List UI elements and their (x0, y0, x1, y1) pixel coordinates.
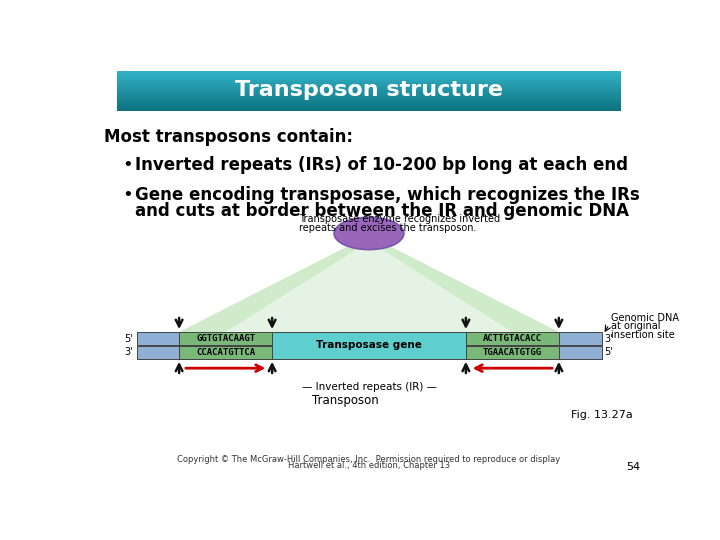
Bar (117, 82, 621, 83)
Bar (117, 100, 621, 101)
Bar (117, 73, 621, 75)
Bar (117, 103, 621, 104)
Bar (117, 72, 621, 73)
Bar (117, 85, 621, 86)
Bar (117, 84, 621, 85)
Text: 3': 3' (605, 334, 613, 343)
Text: •: • (122, 156, 133, 174)
Bar (117, 87, 621, 89)
Text: at original: at original (611, 321, 660, 331)
Text: Copyright © The McGraw-Hill Companies, Inc.  Permission required to reproduce or: Copyright © The McGraw-Hill Companies, I… (177, 455, 561, 464)
Polygon shape (179, 247, 559, 332)
Bar (117, 91, 621, 92)
Bar (466, 332, 559, 345)
Bar (117, 85, 621, 86)
Bar (117, 92, 621, 93)
Text: 3': 3' (125, 347, 133, 357)
Text: Transposon structure: Transposon structure (235, 80, 503, 100)
Text: — Inverted repeats (IR) —: — Inverted repeats (IR) — (302, 382, 436, 392)
Text: Gene encoding transposase, which recognizes the IRs: Gene encoding transposase, which recogni… (135, 186, 639, 205)
Bar (117, 76, 621, 77)
Bar (117, 104, 621, 105)
Text: Transposase enzyme recognizes inverted: Transposase enzyme recognizes inverted (300, 214, 500, 224)
Bar (117, 80, 621, 82)
Text: •: • (122, 186, 133, 205)
Bar (117, 80, 621, 81)
Text: Genomic DNA: Genomic DNA (611, 313, 679, 323)
Polygon shape (225, 247, 513, 332)
Text: Transposon: Transposon (312, 394, 379, 407)
Text: CCACATGTTCA: CCACATGTTCA (196, 348, 255, 357)
Bar (117, 108, 621, 109)
Bar (117, 102, 621, 103)
Bar (117, 110, 621, 111)
Text: TGAACATGTGG: TGAACATGTGG (483, 348, 542, 357)
Bar (117, 83, 621, 84)
Bar (179, 332, 272, 345)
Text: insertion site: insertion site (611, 330, 675, 340)
Bar (117, 92, 621, 93)
Bar (117, 86, 621, 87)
Bar (117, 90, 621, 91)
Bar (117, 99, 621, 100)
Bar (117, 88, 621, 89)
Bar (117, 105, 621, 106)
Bar (117, 81, 621, 82)
Text: Inverted repeats (IRs) of 10-200 bp long at each end: Inverted repeats (IRs) of 10-200 bp long… (135, 156, 628, 174)
Text: 54: 54 (626, 462, 640, 472)
Text: GGTGTACAAGT: GGTGTACAAGT (196, 334, 255, 343)
Bar (117, 77, 621, 78)
Bar (117, 109, 621, 110)
Bar (117, 98, 621, 99)
Bar (117, 103, 621, 104)
Bar (117, 97, 621, 98)
Bar (117, 71, 621, 72)
Ellipse shape (334, 217, 404, 249)
Bar (117, 91, 621, 92)
Bar (117, 94, 621, 95)
Bar (117, 75, 621, 76)
Bar (137, 332, 601, 345)
Bar (117, 71, 621, 72)
Bar (117, 107, 621, 109)
Bar (117, 93, 621, 94)
Bar (117, 72, 621, 73)
Bar (179, 346, 272, 359)
Bar (117, 106, 621, 107)
Text: 5': 5' (125, 334, 133, 343)
Bar (117, 86, 621, 87)
Bar (117, 89, 621, 90)
Text: Hartwell et al., 4th edition, Chapter 13: Hartwell et al., 4th edition, Chapter 13 (288, 461, 450, 470)
Bar (117, 100, 621, 102)
Bar (117, 77, 621, 78)
Text: Most transposons contain:: Most transposons contain: (104, 128, 353, 146)
Bar (117, 106, 621, 107)
Bar (117, 105, 621, 106)
Bar (117, 109, 621, 110)
Bar (117, 99, 621, 100)
Bar (117, 94, 621, 96)
Bar (272, 332, 466, 359)
Bar (117, 75, 621, 76)
Text: Transposase gene: Transposase gene (316, 340, 422, 350)
Bar (117, 96, 621, 97)
Text: repeats and excises the transposon.: repeats and excises the transposon. (300, 222, 477, 233)
Bar (117, 78, 621, 79)
Bar (117, 89, 621, 90)
Bar (117, 95, 621, 96)
Text: Fig. 13.27a: Fig. 13.27a (571, 410, 632, 420)
Text: 5': 5' (605, 347, 613, 357)
Text: and cuts at border between the IR and genomic DNA: and cuts at border between the IR and ge… (135, 202, 629, 220)
Bar (117, 83, 621, 84)
Bar (466, 346, 559, 359)
Bar (117, 79, 621, 80)
Bar (117, 74, 621, 75)
Bar (117, 97, 621, 98)
Text: ACTTGTACACC: ACTTGTACACC (483, 334, 542, 343)
Bar (137, 346, 601, 359)
